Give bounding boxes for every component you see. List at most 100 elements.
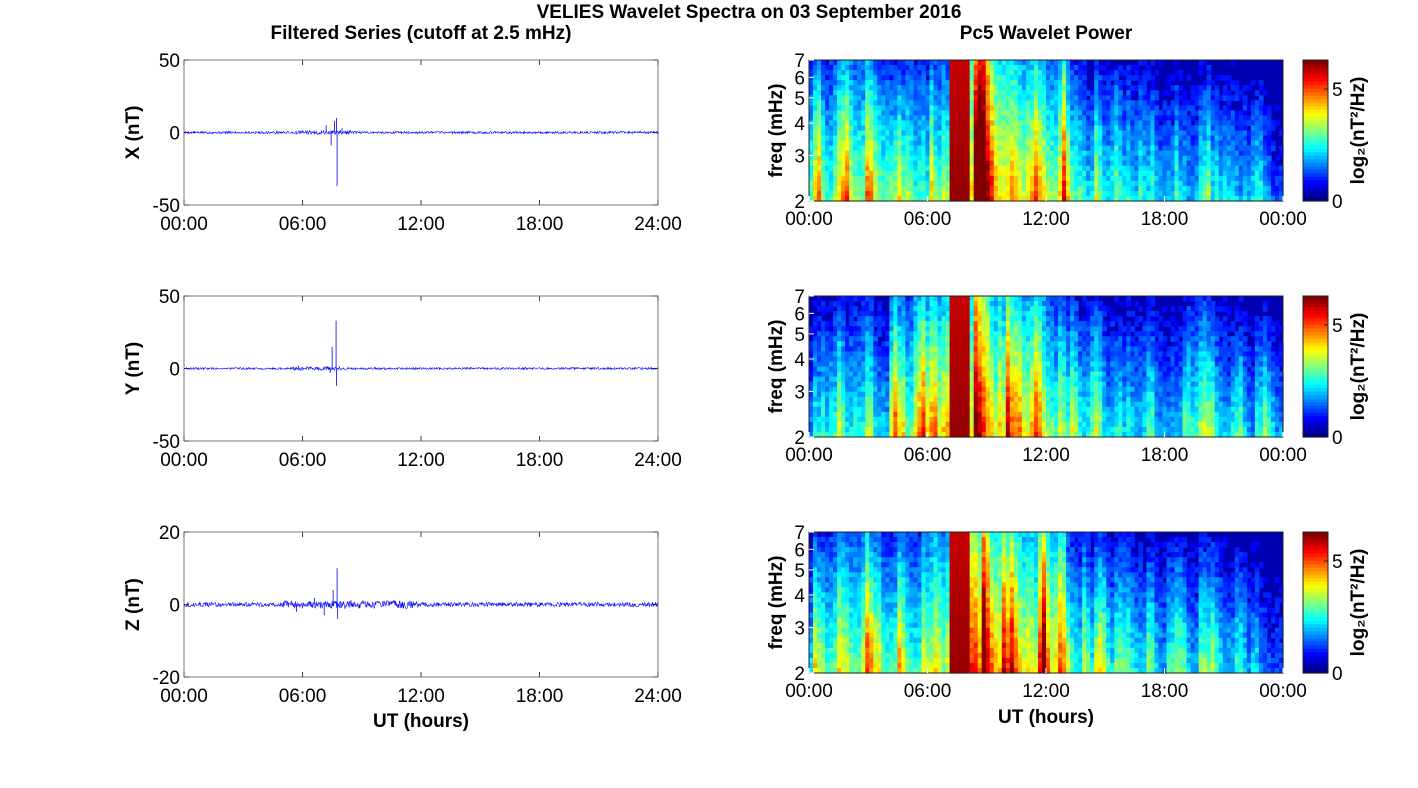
- heatmap-cell: [897, 341, 902, 347]
- heatmap-cell: [857, 150, 862, 157]
- heatmap-cell: [957, 416, 963, 423]
- heatmap-cell: [1021, 361, 1027, 368]
- heatmap-cell: [945, 170, 951, 177]
- heatmap-cell: [1114, 145, 1119, 152]
- heatmap-cell: [925, 115, 931, 122]
- heatmap-cell: [857, 80, 862, 86]
- heatmap-cell: [993, 421, 999, 428]
- heatmap-cell: [909, 416, 915, 423]
- heatmap-cell: [981, 175, 987, 182]
- heatmap-cell: [885, 115, 890, 122]
- heatmap-cell: [953, 175, 959, 182]
- heatmap-cell: [1009, 396, 1015, 403]
- heatmap-cell: [1222, 175, 1228, 182]
- heatmap-cell: [1021, 391, 1027, 398]
- heatmap-cell: [993, 321, 999, 327]
- heatmap-cell: [841, 321, 846, 327]
- heatmap-cell: [993, 145, 999, 152]
- heatmap-cell: [1122, 155, 1127, 162]
- heatmap-cell: [1170, 155, 1176, 162]
- heatmap-cell: [1246, 155, 1252, 162]
- heatmap-cell: [965, 95, 971, 101]
- heatmap-cell: [1162, 170, 1168, 177]
- heatmap-cell: [1150, 130, 1156, 137]
- heatmap-cell: [1086, 195, 1091, 202]
- heatmap-cell: [905, 371, 911, 378]
- heatmap-cell: [1078, 155, 1083, 162]
- heatmap-cell: [889, 301, 894, 307]
- heatmap-cell: [1054, 366, 1059, 373]
- heatmap-cell: [1110, 185, 1115, 192]
- heatmap-cell: [877, 406, 882, 413]
- heatmap-cell: [909, 331, 915, 337]
- heatmap-cell: [1250, 160, 1256, 167]
- heatmap-cell: [837, 195, 842, 202]
- heatmap-cell: [1106, 175, 1111, 182]
- heatmap-cell: [1222, 125, 1228, 132]
- heatmap-cell: [981, 426, 987, 433]
- heatmap-cell: [973, 416, 979, 423]
- heatmap-cell: [1238, 140, 1244, 147]
- heatmap-cell: [1126, 125, 1131, 132]
- heatmap-cell: [1094, 90, 1099, 96]
- heatmap-cell: [941, 120, 947, 127]
- heatmap-cell: [921, 150, 927, 157]
- heatmap-cell: [977, 190, 983, 197]
- heatmap-cell: [1114, 105, 1119, 111]
- heatmap-cell: [1001, 60, 1007, 66]
- heatmap-cell: [977, 346, 983, 352]
- heatmap-cell: [889, 421, 894, 428]
- heatmap-cell: [1013, 426, 1019, 433]
- heatmap-cell: [917, 80, 923, 86]
- heatmap-cell: [1046, 70, 1051, 76]
- heatmap-cell: [933, 341, 939, 347]
- heatmap-cell: [809, 426, 814, 433]
- heatmap-cell: [1025, 306, 1031, 312]
- heatmap-cell: [837, 180, 842, 187]
- heatmap-cell: [1110, 130, 1115, 137]
- heatmap-cell: [1190, 115, 1196, 122]
- heatmap-cell: [1278, 170, 1284, 177]
- heatmap-cell: [1050, 346, 1055, 352]
- heatmap-cell: [965, 351, 971, 358]
- heatmap-cell: [1017, 391, 1023, 398]
- heatmap-cell: [861, 140, 866, 147]
- heatmap-cell: [981, 346, 987, 352]
- heatmap-cell: [1033, 391, 1039, 398]
- heatmap-cell: [901, 135, 907, 142]
- heatmap-cell: [1062, 65, 1067, 71]
- heatmap-cell: [881, 326, 886, 332]
- heatmap-cell: [901, 336, 907, 342]
- heatmap-cell: [1025, 195, 1031, 202]
- heatmap-cell: [937, 316, 943, 322]
- heatmap-cell: [945, 361, 951, 368]
- heatmap-cell: [1194, 85, 1200, 91]
- heatmap-cell: [1021, 376, 1027, 383]
- heatmap-cell: [1062, 301, 1067, 307]
- heatmap-cell: [1130, 75, 1135, 81]
- heatmap-cell: [1021, 120, 1027, 127]
- heatmap-cell: [1182, 115, 1188, 122]
- heatmap-cell: [921, 311, 927, 317]
- heatmap-cell: [1070, 316, 1075, 322]
- colorbar-step: [1303, 91, 1328, 96]
- heatmap-cell: [1001, 75, 1007, 81]
- heatmap-cell: [1166, 125, 1172, 132]
- heatmap-cell: [1246, 135, 1252, 142]
- heatmap-cell: [909, 421, 915, 428]
- heatmap-cell: [865, 105, 870, 111]
- heatmap-cell: [981, 356, 987, 363]
- heatmap-cell: [957, 90, 963, 96]
- heatmap-cell: [881, 60, 886, 66]
- heatmap-cell: [1041, 371, 1047, 378]
- heatmap-cell: [1041, 60, 1047, 66]
- heatmap-cell: [1062, 426, 1067, 433]
- heatmap-cell: [1094, 190, 1099, 197]
- heatmap-cell: [989, 175, 995, 182]
- heatmap-cell: [885, 391, 890, 398]
- heatmap-cell: [1041, 125, 1047, 132]
- heatmap-cell: [877, 371, 882, 378]
- heatmap-cell: [1037, 351, 1043, 358]
- colorbar-step: [1303, 158, 1328, 163]
- heatmap-cell: [1234, 185, 1240, 192]
